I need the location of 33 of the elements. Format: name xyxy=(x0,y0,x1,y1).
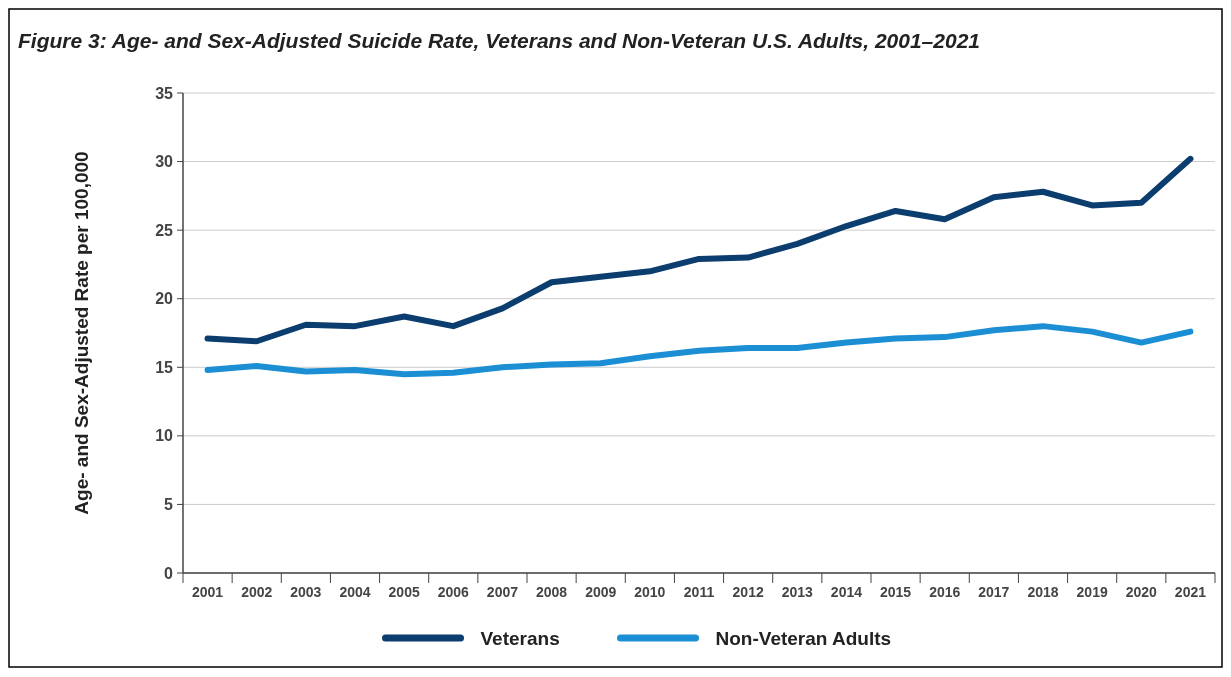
x-tick-label: 2016 xyxy=(929,584,961,600)
y-tick-label: 20 xyxy=(155,290,174,308)
x-tick-label: 2004 xyxy=(339,584,371,600)
x-tick-label: 2008 xyxy=(535,584,568,600)
y-tick-label: 15 xyxy=(155,358,174,376)
legend-label: Veterans xyxy=(480,627,560,649)
y-tick-label: 10 xyxy=(155,427,174,445)
y-tick-label: 30 xyxy=(155,153,174,171)
y-tick-label: 5 xyxy=(164,496,174,514)
x-tick-label: 2019 xyxy=(1076,584,1108,600)
x-tick-label: 2021 xyxy=(1174,584,1207,600)
x-tick-label: 2011 xyxy=(683,584,715,600)
y-tick-label: 0 xyxy=(164,564,174,582)
x-tick-label: 2006 xyxy=(437,584,470,600)
chart-title: Figure 3: Age- and Sex-Adjusted Suicide Rate, Veterans and Non-Veteran U.S. Adults, 2001–2021 xyxy=(18,29,980,52)
x-tick-label: 2020 xyxy=(1125,584,1158,600)
x-tick-label: 2015 xyxy=(879,584,912,600)
x-tick-label: 2017 xyxy=(978,584,1010,600)
x-tick-label: 2009 xyxy=(585,584,617,600)
x-tick-label: 2007 xyxy=(486,584,519,600)
x-tick-label: 2010 xyxy=(634,584,666,600)
x-tick-label: 2012 xyxy=(732,584,764,600)
y-tick-label: 35 xyxy=(155,84,174,102)
x-tick-label: 2013 xyxy=(781,584,814,600)
x-tick-label: 2002 xyxy=(241,584,273,600)
x-tick-label: 2001 xyxy=(191,584,224,600)
x-tick-label: 2005 xyxy=(388,584,420,600)
y-tick-label: 25 xyxy=(155,221,174,239)
legend-label: Non-Veteran Adults xyxy=(715,627,892,649)
x-tick-label: 2003 xyxy=(290,584,322,600)
x-tick-label: 2018 xyxy=(1027,584,1059,600)
y-axis-title: Age- and Sex-Adjusted Rate per 100,000 xyxy=(71,151,92,515)
x-tick-label: 2014 xyxy=(830,584,863,600)
